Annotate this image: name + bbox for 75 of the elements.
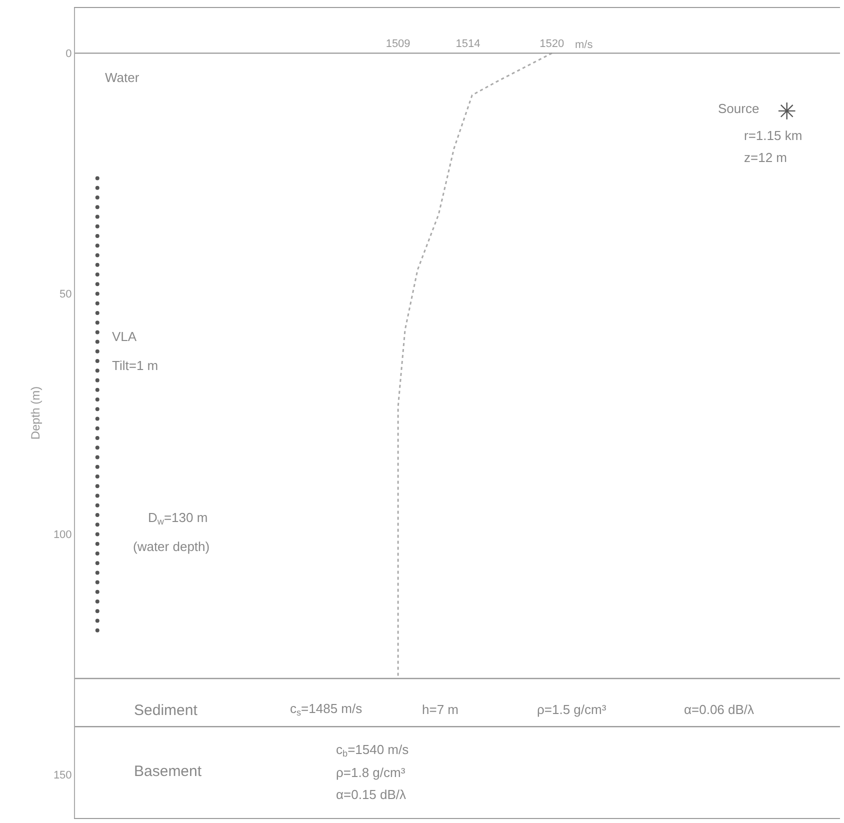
annotation: h=7 m	[422, 702, 458, 717]
point	[95, 378, 100, 382]
annotation: c$_{s}$=1485 m/s	[290, 701, 363, 718]
point	[95, 292, 100, 296]
annotation: (water depth)	[133, 539, 210, 554]
annotation: α=0.06 dB/λ	[684, 702, 755, 717]
point	[95, 503, 100, 508]
point	[95, 522, 100, 527]
y-tick-label: 0	[66, 48, 72, 60]
point	[95, 359, 100, 364]
point	[95, 532, 100, 536]
point	[95, 484, 100, 488]
annotation: ρ=1.8 g/cm³	[336, 765, 406, 780]
point	[95, 272, 100, 276]
point	[95, 282, 100, 286]
point	[95, 186, 100, 190]
annotation: Tilt=1 m	[112, 358, 158, 373]
point	[95, 262, 100, 267]
point	[95, 494, 100, 498]
point	[95, 474, 100, 478]
point	[95, 310, 100, 315]
point	[95, 609, 100, 614]
x-tick-label: 1514	[456, 38, 480, 50]
point	[95, 330, 100, 334]
annotation: ρ=1.5 g/cm³	[537, 702, 607, 717]
point	[95, 551, 100, 556]
annotation: Water	[105, 70, 140, 85]
point	[95, 436, 100, 440]
point	[95, 320, 100, 325]
point	[95, 628, 100, 632]
point	[95, 234, 100, 238]
annotation: Source	[718, 101, 760, 116]
point	[95, 176, 100, 180]
point	[95, 618, 100, 623]
point	[95, 464, 100, 469]
point	[95, 224, 100, 228]
y-tick-label: 100	[53, 529, 72, 542]
annotation: c$_{b}$=1540 m/s	[336, 742, 410, 759]
point	[95, 398, 100, 402]
annotation: Sediment	[134, 702, 198, 719]
point	[95, 214, 100, 219]
point	[95, 349, 100, 354]
point	[95, 455, 100, 460]
point	[95, 253, 100, 258]
annotation: D$_{w}$=130 m	[148, 510, 208, 527]
point	[95, 426, 100, 430]
annotation: α=0.15 dB/λ	[336, 787, 407, 802]
point	[95, 388, 100, 392]
annotation: VLA	[112, 329, 137, 344]
point	[95, 590, 100, 594]
point	[95, 570, 100, 575]
point	[95, 580, 100, 584]
point	[95, 542, 100, 546]
x-tick-label: 1520	[540, 38, 564, 50]
point	[95, 301, 100, 306]
point	[95, 561, 100, 566]
point	[95, 340, 100, 344]
y-axis-title: Depth (m)	[28, 386, 43, 440]
y-tick-label: 50	[60, 288, 72, 301]
point	[95, 446, 100, 450]
point	[95, 600, 100, 604]
annotation: z=12 m	[744, 150, 787, 165]
x-tick-label: 1509	[386, 38, 410, 50]
point	[778, 102, 796, 120]
y-tick-label: 150	[53, 770, 72, 782]
x-axis-title: m/s	[575, 39, 594, 51]
annotation: r=1.15 km	[744, 128, 802, 143]
point	[95, 368, 100, 373]
point	[95, 407, 100, 412]
point	[95, 196, 100, 200]
point	[95, 512, 100, 517]
point	[95, 244, 100, 248]
point	[95, 205, 100, 210]
annotation: Basement	[134, 763, 202, 780]
point	[95, 416, 100, 421]
